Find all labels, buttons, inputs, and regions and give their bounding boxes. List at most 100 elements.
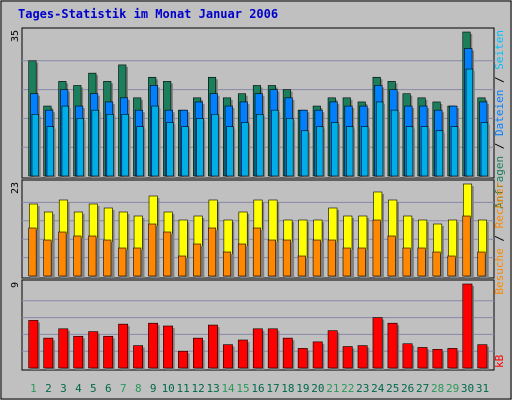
day-label-10: 10: [162, 382, 175, 395]
bar-visits-rechner-5: [88, 235, 97, 277]
bar-visits-rechner-28: [432, 251, 441, 277]
bar-visits-rechner-31: [477, 251, 486, 277]
bar-visits-rechner-11: [178, 255, 187, 277]
bar-kbytes-kb-5: [88, 331, 99, 369]
legend-entry-kb: kB: [493, 354, 506, 368]
bar-hits-seiten-31: [480, 122, 489, 177]
bar-hits-seiten-25: [390, 109, 399, 177]
bar-kbytes-kb-7: [118, 323, 129, 369]
bar-kbytes-kb-25: [387, 322, 398, 369]
bar-hits-seiten-26: [405, 126, 414, 177]
day-label-26: 26: [401, 382, 414, 395]
bar-visits-rechner-25: [387, 235, 396, 277]
bar-visits-rechner-13: [208, 227, 217, 277]
bar-kbytes-kb-17: [267, 328, 278, 369]
bar-hits-seiten-8: [136, 126, 144, 177]
bar-visits-rechner-9: [148, 223, 157, 277]
day-label-24: 24: [371, 382, 385, 395]
bar-visits-rechner-22: [342, 247, 351, 277]
bar-hits-seiten-30: [465, 68, 474, 177]
bar-visits-rechner-19: [297, 255, 306, 277]
bar-kbytes-kb-19: [297, 348, 308, 369]
panel-hits: 35 Anfragen / Dateien / Seiten: [10, 27, 506, 209]
day-label-19: 19: [296, 382, 309, 395]
panel-max-label-hits: 35: [10, 30, 21, 42]
day-label-12: 12: [192, 382, 205, 395]
bar-hits-seiten-24: [375, 101, 384, 177]
bar-kbytes-kb-16: [252, 328, 263, 369]
bar-hits-seiten-2: [46, 126, 54, 177]
panel-kbytes: 9 kB: [10, 279, 506, 371]
day-label-21: 21: [326, 382, 339, 395]
panel-legend-kbytes: kB: [493, 354, 506, 368]
bar-kbytes-kb-4: [73, 335, 84, 369]
bar-kbytes-kb-3: [58, 328, 69, 369]
bar-visits-rechner-30: [462, 215, 471, 277]
bar-hits-seiten-6: [106, 113, 114, 177]
day-label-8: 8: [135, 382, 142, 395]
bar-hits-seiten-19: [301, 130, 309, 177]
legend-entry-besuche: Besuche: [493, 248, 506, 294]
day-label-1: 1: [30, 382, 37, 395]
bar-visits-rechner-8: [133, 247, 142, 277]
bar-hits-seiten-28: [435, 130, 444, 177]
day-label-30: 30: [461, 382, 474, 395]
bar-visits-rechner-1: [28, 227, 37, 277]
bar-kbytes-kb-18: [282, 337, 293, 369]
day-label-28: 28: [431, 382, 444, 395]
bar-hits-seiten-7: [121, 113, 129, 177]
day-label-3: 3: [60, 382, 67, 395]
bar-visits-rechner-15: [237, 243, 247, 277]
legend-entry-rechner: Rechner: [493, 182, 506, 229]
bar-hits-seiten-27: [420, 126, 429, 177]
panel-visits: 23 Besuche / Rechner: [10, 179, 506, 295]
day-label-13: 13: [206, 382, 219, 395]
day-label-15: 15: [236, 382, 249, 395]
bar-kbytes-kb-21: [327, 330, 338, 369]
day-label-23: 23: [356, 382, 369, 395]
panel-max-label-kbytes: 9: [10, 282, 21, 288]
bar-visits-rechner-21: [327, 239, 336, 277]
bar-hits-seiten-9: [151, 105, 159, 177]
bar-hits-seiten-29: [450, 126, 459, 177]
chart-title: Tages-Statistik im Monat Januar 2006: [18, 7, 278, 21]
bar-kbytes-kb-15: [237, 339, 248, 369]
bar-kbytes-kb-26: [402, 343, 413, 369]
bar-visits-rechner-7: [118, 247, 127, 277]
legend-entry-dateien: Dateien: [493, 90, 506, 136]
bar-visits-rechner-3: [58, 231, 67, 277]
bar-hits-seiten-17: [271, 109, 279, 177]
bar-visits-rechner-16: [252, 227, 261, 277]
bar-kbytes-kb-22: [342, 346, 353, 369]
bar-visits-rechner-17: [267, 239, 276, 277]
day-label-14: 14: [221, 382, 235, 395]
bar-hits-seiten-15: [241, 122, 249, 177]
panel-legend-hits: Anfragen / Dateien / Seiten: [493, 30, 506, 209]
day-label-31: 31: [476, 382, 489, 395]
bar-kbytes-kb-11: [178, 350, 188, 369]
bar-hits-seiten-1: [31, 113, 40, 177]
bar-hits-seiten-16: [256, 113, 264, 177]
bar-hits-seiten-10: [166, 122, 174, 177]
bar-kbytes-kb-28: [432, 349, 443, 369]
day-label-2: 2: [45, 382, 52, 395]
bar-kbytes-kb-27: [417, 347, 428, 369]
day-label-6: 6: [105, 382, 112, 395]
panel-legend-visits: Besuche / Rechner: [493, 182, 506, 295]
day-label-17: 17: [266, 382, 279, 395]
bar-kbytes-kb-1: [28, 320, 39, 369]
bar-kbytes-kb-24: [372, 317, 383, 369]
day-label-27: 27: [416, 382, 429, 395]
day-label-18: 18: [281, 382, 294, 395]
bar-visits-rechner-14: [222, 251, 232, 277]
day-label-22: 22: [341, 382, 354, 395]
bar-kbytes-kb-23: [357, 345, 368, 369]
bar-kbytes-kb-31: [477, 344, 488, 369]
legend-entry-seiten: Seiten: [493, 30, 506, 70]
bar-hits-seiten-12: [196, 118, 204, 177]
bar-hits-seiten-23: [360, 126, 369, 177]
bar-hits-seiten-21: [331, 122, 339, 177]
bar-kbytes-kb-14: [222, 344, 233, 369]
